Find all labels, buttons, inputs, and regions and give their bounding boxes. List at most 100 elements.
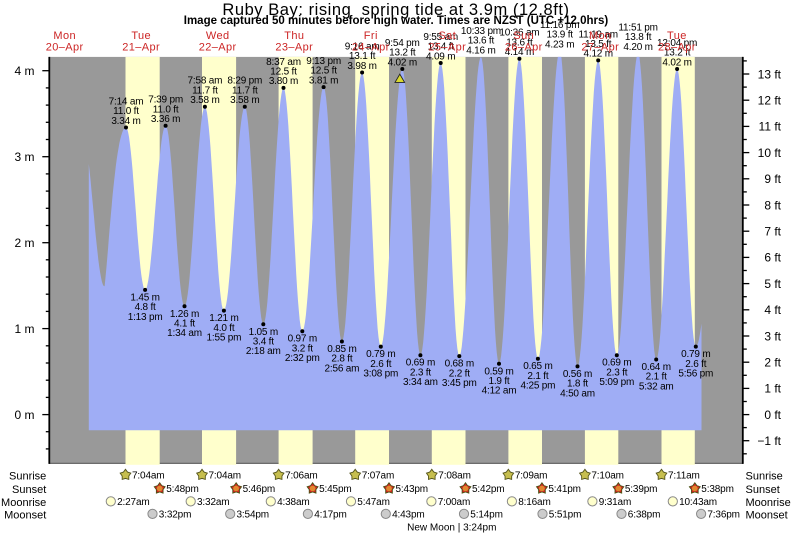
svg-text:7:07am: 7:07am [362,471,394,482]
svg-text:7:04am: 7:04am [132,471,164,482]
svg-text:5:46pm: 5:46pm [243,484,275,495]
svg-text:5:38pm: 5:38pm [701,484,733,495]
svg-text:2.3 ft: 2.3 ft [410,367,431,378]
svg-text:12.5 ft: 12.5 ft [310,66,337,77]
svg-text:13.5 ft: 13.5 ft [585,39,612,50]
svg-text:Sun: Sun [513,30,534,42]
svg-text:Moonrise: Moonrise [1,497,46,509]
svg-text:3 ft: 3 ft [764,329,781,343]
svg-text:−1 ft: −1 ft [757,434,781,448]
svg-text:28–Apr: 28–Apr [658,42,696,54]
svg-text:0.97 m: 0.97 m [288,334,317,345]
svg-text:20–Apr: 20–Apr [46,42,84,54]
svg-text:10:36 am: 10:36 am [499,28,539,39]
svg-text:1.05 m: 1.05 m [249,327,278,338]
svg-text:Moonrise: Moonrise [746,497,791,509]
svg-text:13.4 ft: 13.4 ft [427,42,454,53]
svg-text:4.0 ft: 4.0 ft [213,323,234,334]
svg-text:1 ft: 1 ft [764,382,781,396]
svg-text:Sunrise: Sunrise [9,470,46,482]
svg-text:4.8 ft: 4.8 ft [135,302,156,313]
svg-text:2:27am: 2:27am [117,497,149,508]
svg-text:1:34 am: 1:34 am [167,328,202,339]
svg-text:4.09 m: 4.09 m [426,51,455,62]
svg-text:4.02 m: 4.02 m [662,57,691,68]
svg-text:7:06am: 7:06am [285,471,317,482]
svg-text:1:13 pm: 1:13 pm [128,312,163,323]
svg-text:2.6 ft: 2.6 ft [370,359,391,370]
svg-text:7:08am: 7:08am [438,471,470,482]
svg-text:4 m: 4 m [14,64,34,78]
svg-text:2.1 ft: 2.1 ft [646,372,667,383]
svg-text:3.34 m: 3.34 m [111,116,140,127]
svg-text:Moonset: Moonset [4,509,46,521]
svg-text:Tue: Tue [667,30,687,42]
svg-text:1.45 m: 1.45 m [130,292,159,303]
svg-text:3.80 m: 3.80 m [269,76,298,87]
svg-text:4.12 m: 4.12 m [584,49,613,60]
svg-text:Sunset: Sunset [746,484,780,496]
svg-text:3 m: 3 m [14,150,34,164]
svg-text:13 ft: 13 ft [758,67,782,81]
svg-text:4:25 pm: 4:25 pm [521,381,556,392]
svg-text:Moonset: Moonset [746,509,788,521]
svg-text:9:55 am: 9:55 am [423,32,458,43]
svg-text:4.1 ft: 4.1 ft [174,319,195,330]
svg-text:0.69 m: 0.69 m [406,358,435,369]
svg-text:27–Apr: 27–Apr [581,42,619,54]
svg-text:7:09am: 7:09am [515,471,547,482]
svg-text:5:45pm: 5:45pm [319,484,351,495]
svg-text:5 ft: 5 ft [764,277,781,291]
svg-text:24–Apr: 24–Apr [352,42,390,54]
svg-text:5:42pm: 5:42pm [472,484,504,495]
svg-text:5:41pm: 5:41pm [548,484,580,495]
svg-text:1.21 m: 1.21 m [209,313,238,324]
svg-text:26–Apr: 26–Apr [505,42,543,54]
svg-text:22–Apr: 22–Apr [199,42,237,54]
svg-text:3.58 m: 3.58 m [190,95,219,106]
svg-text:10:43am: 10:43am [679,497,717,508]
svg-text:9 ft: 9 ft [764,172,781,186]
svg-text:1.8 ft: 1.8 ft [567,379,588,390]
svg-text:Tue: Tue [131,30,151,42]
svg-text:0.65 m: 0.65 m [523,361,552,372]
svg-text:2.6 ft: 2.6 ft [685,359,706,370]
svg-text:7:11am: 7:11am [668,471,700,482]
svg-text:2 m: 2 m [14,236,34,250]
svg-text:4.02 m: 4.02 m [388,57,417,68]
svg-text:11:16 pm: 11:16 pm [540,20,579,31]
svg-text:4.20 m: 4.20 m [623,42,652,53]
svg-text:2.2 ft: 2.2 ft [449,368,470,379]
svg-text:1 m: 1 m [14,322,34,336]
svg-text:0.64 m: 0.64 m [642,362,671,373]
svg-text:3.58 m: 3.58 m [230,95,259,106]
svg-text:Wed: Wed [206,30,230,42]
svg-text:2:56 am: 2:56 am [325,363,360,374]
svg-text:8:16am: 8:16am [518,497,550,508]
svg-text:Sat: Sat [438,30,456,42]
svg-text:1.9 ft: 1.9 ft [488,376,509,387]
svg-text:New Moon | 3:24pm: New Moon | 3:24pm [407,523,496,534]
svg-text:7:00am: 7:00am [438,497,470,508]
svg-text:1:55 pm: 1:55 pm [207,333,242,344]
svg-text:3:32am: 3:32am [197,497,229,508]
svg-text:13.1 ft: 13.1 ft [349,51,376,62]
svg-text:13.2 ft: 13.2 ft [664,48,691,59]
svg-text:5:48pm: 5:48pm [166,484,198,495]
svg-text:0.56 m: 0.56 m [563,369,592,380]
svg-text:Mon: Mon [53,30,76,42]
svg-text:7 ft: 7 ft [764,225,781,239]
svg-text:11.0 ft: 11.0 ft [153,104,179,115]
svg-text:3.98 m: 3.98 m [347,61,376,72]
svg-text:2:18 am: 2:18 am [246,346,281,357]
svg-text:5:47am: 5:47am [357,497,389,508]
svg-text:3:08 pm: 3:08 pm [363,369,398,380]
svg-text:Ruby Bay: rising spring tide: Ruby Bay: rising spring tide at 3.9m (12… [222,1,569,19]
svg-text:0.79 m: 0.79 m [366,349,395,360]
svg-text:5:56 pm: 5:56 pm [678,369,713,380]
svg-text:10 ft: 10 ft [758,146,782,160]
svg-text:13.6 ft: 13.6 ft [506,37,533,48]
svg-text:0.59 m: 0.59 m [484,366,513,377]
svg-text:5:32 am: 5:32 am [639,381,674,392]
svg-text:Sunset: Sunset [12,484,46,496]
